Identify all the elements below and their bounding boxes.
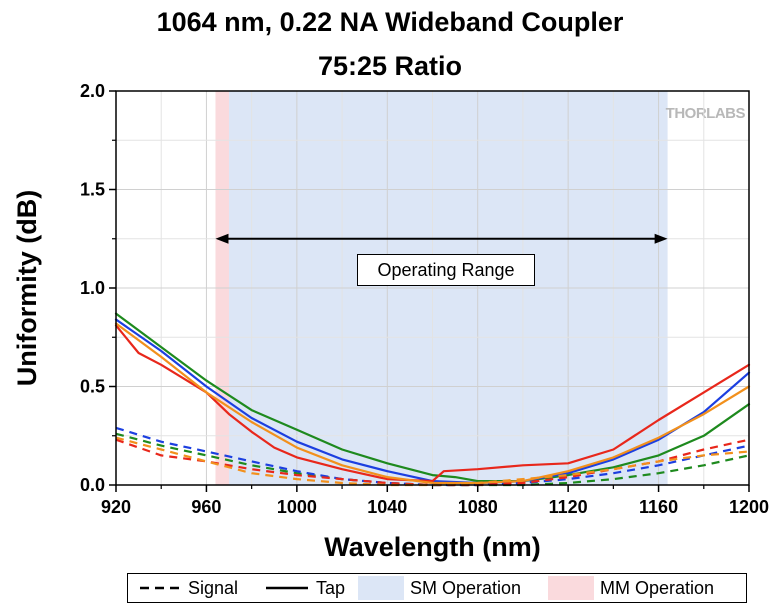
tap-series-line — [114, 312, 751, 483]
operating-range-label: Operating Range — [357, 254, 535, 286]
legend-signal-symbol — [140, 586, 182, 590]
tap-series-line — [114, 322, 751, 485]
y-tick-label: 1.0 — [80, 278, 105, 298]
y-tick-label: 0.0 — [80, 475, 105, 495]
y-tick-label: 2.0 — [80, 81, 105, 101]
arrowhead-right-icon — [654, 233, 668, 244]
x-tick-label: 1200 — [729, 497, 769, 517]
chart-title-line2: 75:25 Ratio — [317, 51, 463, 81]
x-axis-label: Wavelength (nm) — [324, 532, 541, 562]
legend-sm-label: SM Operation — [410, 578, 522, 598]
thorlabs-watermark: THORLABS — [666, 105, 746, 122]
x-tick-label: 920 — [101, 497, 131, 517]
legend-mm-label: MM Operation — [600, 578, 715, 598]
legend-signal-label: Signal — [188, 578, 239, 598]
legend-tap-symbol — [266, 586, 308, 590]
x-tick-label: 1160 — [639, 497, 678, 517]
x-tick-label: 960 — [191, 497, 221, 517]
signal-series-line — [115, 432, 750, 487]
legend-sm-swatch — [358, 576, 404, 600]
y-axis-label: Uniformity (dB) — [12, 190, 42, 386]
legend-mm-swatch — [548, 576, 594, 600]
arrowhead-left-icon — [215, 233, 229, 244]
y-tick-label: 0.5 — [80, 377, 105, 397]
x-tick-label: 1080 — [458, 497, 498, 517]
x-tick-label: 1040 — [367, 497, 407, 517]
legend-tap-label: Tap — [316, 578, 346, 598]
chart-legend: Signal Tap SM Operation MM Operation — [127, 573, 747, 603]
chart-title-line1: 1064 nm, 0.22 NA Wideband Coupler — [156, 7, 624, 37]
signal-series-line — [115, 436, 750, 487]
x-tick-label: 1120 — [549, 497, 588, 517]
y-tick-label: 1.5 — [80, 180, 105, 200]
x-tick-label: 1000 — [277, 497, 317, 517]
